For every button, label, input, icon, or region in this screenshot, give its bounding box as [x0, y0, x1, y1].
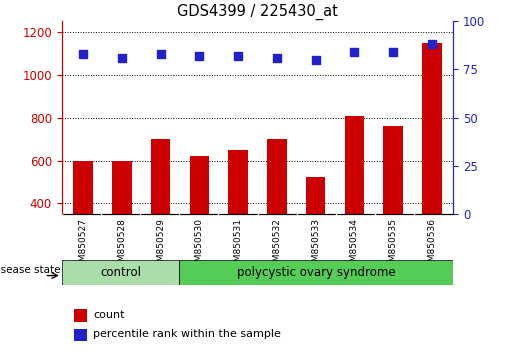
Text: GSM850532: GSM850532 — [272, 218, 281, 273]
Bar — [190, 156, 209, 214]
Text: GSM850535: GSM850535 — [389, 218, 398, 273]
Point — [312, 57, 320, 63]
Text: GSM850536: GSM850536 — [427, 218, 436, 273]
Bar — [422, 43, 441, 214]
Title: GDS4399 / 225430_at: GDS4399 / 225430_at — [177, 4, 338, 20]
Bar — [229, 150, 248, 214]
Bar — [74, 329, 87, 341]
Text: percentile rank within the sample: percentile rank within the sample — [93, 330, 281, 339]
Bar — [384, 126, 403, 214]
Bar — [151, 139, 170, 214]
Text: disease state: disease state — [0, 264, 61, 275]
Bar — [267, 139, 286, 214]
Text: GSM850531: GSM850531 — [234, 218, 243, 273]
Text: GSM850529: GSM850529 — [156, 218, 165, 273]
Bar — [112, 161, 131, 214]
Text: GSM850530: GSM850530 — [195, 218, 204, 273]
Text: GSM850528: GSM850528 — [117, 218, 126, 273]
Point — [389, 49, 397, 55]
Bar — [306, 177, 325, 214]
Point — [234, 53, 242, 59]
Bar — [74, 161, 93, 214]
Text: polycystic ovary syndrome: polycystic ovary syndrome — [237, 266, 396, 279]
Point — [195, 53, 203, 59]
Text: GSM850527: GSM850527 — [79, 218, 88, 273]
Text: control: control — [100, 266, 141, 279]
Point — [157, 51, 165, 57]
Text: GSM850534: GSM850534 — [350, 218, 359, 273]
Bar — [179, 260, 453, 285]
Point — [273, 55, 281, 61]
Text: GSM850533: GSM850533 — [311, 218, 320, 273]
Text: count: count — [93, 310, 125, 320]
Bar — [345, 115, 364, 214]
Point — [118, 55, 126, 61]
Point — [350, 49, 358, 55]
Point — [79, 51, 87, 57]
Point — [428, 41, 436, 47]
Bar — [62, 260, 179, 285]
Bar — [74, 309, 87, 321]
